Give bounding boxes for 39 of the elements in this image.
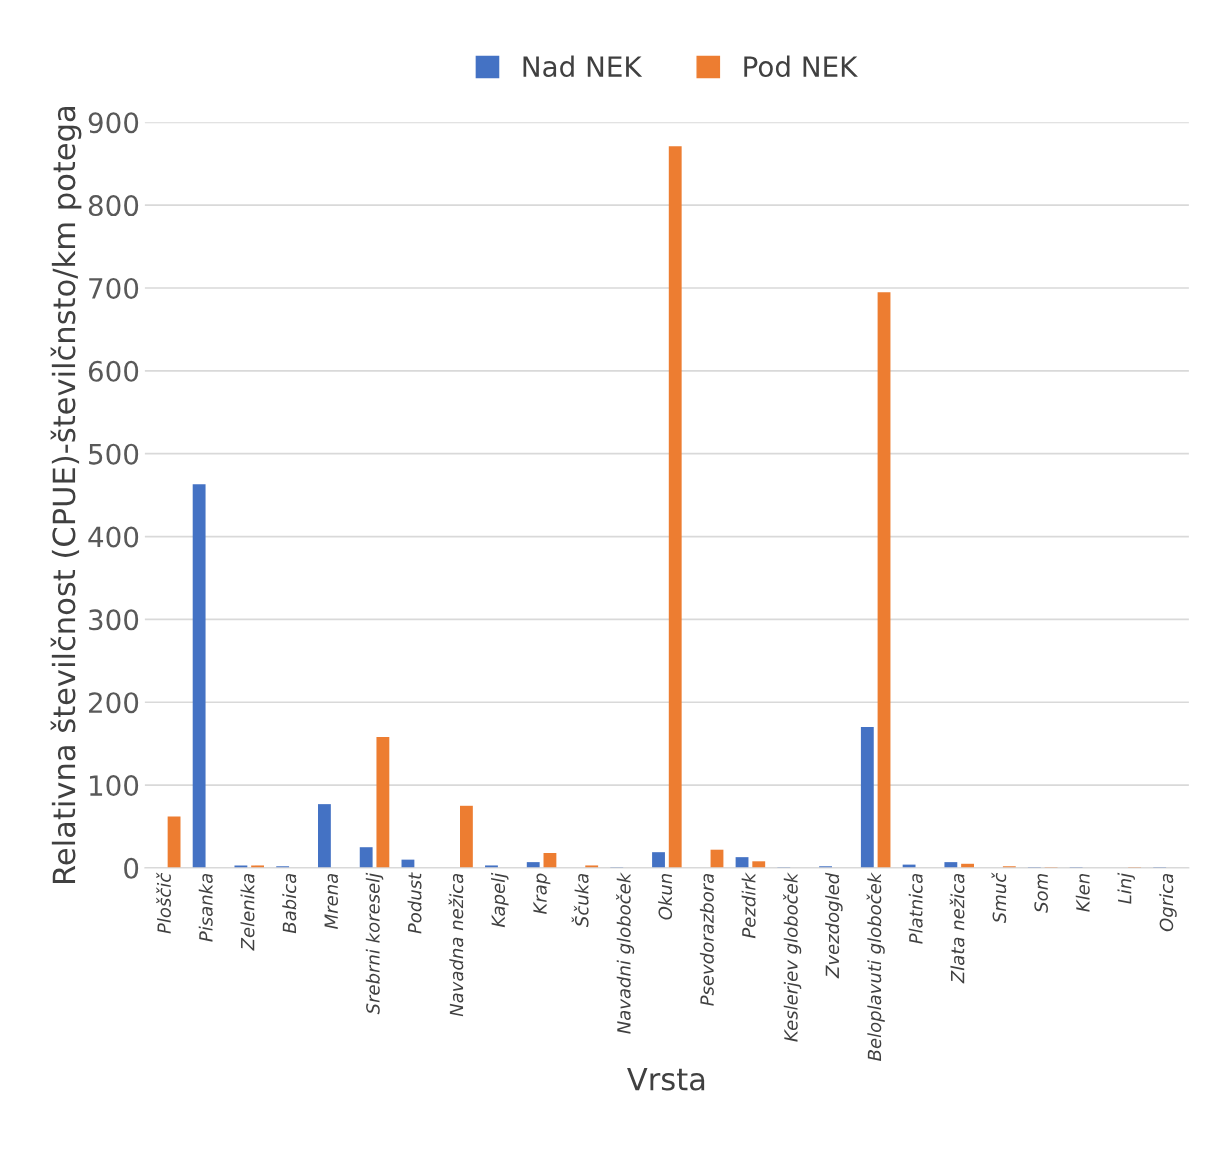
x-tick-label: Kapelj <box>491 872 509 928</box>
x-tick-label: Pezdirk <box>741 872 756 939</box>
x-tick-label: Ogrica <box>1159 873 1177 932</box>
legend-label: Pod NEK <box>744 55 858 78</box>
x-axis-title: Vrsta <box>627 1067 705 1091</box>
y-tick-label: 400 <box>88 526 139 548</box>
x-tick-label: Zlata nežica <box>949 873 965 984</box>
y-tick-label: 100 <box>90 775 139 797</box>
x-tick-label: Podust <box>407 872 422 934</box>
x-tick-label: Linj <box>1117 872 1135 904</box>
x-tick-label: Smuč <box>991 872 1007 924</box>
x-tick-label: Srebrni koreselj <box>365 872 384 1015</box>
x-tick-label: Ščuka <box>571 873 589 928</box>
legend-label: Nad NEK <box>523 55 643 78</box>
y-axis-title: Relativna številčnost (CPUE)-številčnsto/km potega <box>50 107 82 883</box>
x-tick-label: Okun <box>658 874 673 920</box>
x-tick-label: Mrena <box>324 873 339 929</box>
x-tick-label: Psevdorazbora <box>699 873 714 1006</box>
y-tick-label: 700 <box>89 277 139 299</box>
x-tick-label: Klen <box>1075 874 1090 912</box>
x-tick-label: Keslerjev globoček <box>783 872 802 1042</box>
x-tick-label: Platnica <box>908 873 923 944</box>
x-tick-label: Pisanka <box>198 873 213 942</box>
x-tick-label: Som <box>1034 874 1048 913</box>
y-tick-label: 500 <box>89 443 139 465</box>
x-tick-label: Zvezdogled <box>825 872 843 979</box>
x-tick-label: Navadna nežica <box>448 873 464 1017</box>
x-tick-label: Zelenika <box>240 873 255 951</box>
y-tick-label: 900 <box>88 112 139 134</box>
y-tick-label: 300 <box>89 609 139 631</box>
x-tick-label: Navadni globoček <box>616 872 635 1034</box>
y-tick-label: 600 <box>88 360 139 382</box>
x-tick-label: Krap <box>533 873 551 915</box>
x-tick-label: Babica <box>282 873 297 934</box>
y-tick-label: 800 <box>88 195 139 217</box>
y-tick-label: 0 <box>124 857 139 879</box>
y-tick-label: 200 <box>88 692 139 714</box>
x-tick-label: Ploščič <box>156 872 171 934</box>
x-tick-label: Beloplavuti globoček <box>866 872 885 1061</box>
